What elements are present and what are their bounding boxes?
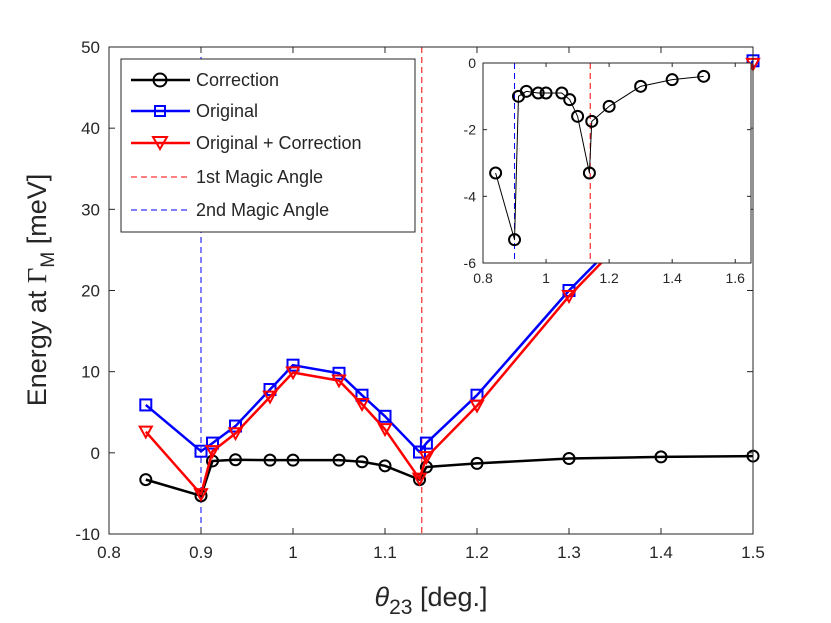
legend-label-1st-magic-angle: 1st Magic Angle — [196, 167, 323, 187]
main-series-layer — [138, 54, 761, 503]
legend-label-original: Original — [196, 101, 258, 121]
legend: Correction Original Original + Correctio… — [120, 58, 416, 233]
legend-label-correction: Correction — [196, 70, 279, 90]
main-point-original — [355, 388, 369, 402]
inset-x-tick-label: 1.2 — [599, 270, 619, 286]
main-point-original-correction — [354, 397, 370, 412]
main-point-correction — [286, 453, 300, 467]
inset-y-tick-label: -6 — [464, 255, 477, 271]
main-point-original-correction — [331, 374, 347, 389]
inset-y-tick-label: 0 — [468, 55, 476, 71]
inset-x-tick-label: 1 — [542, 270, 550, 286]
inset-point-correction — [665, 73, 679, 87]
main-point-original-correction — [193, 488, 209, 503]
inset-x-tick-label: 1.6 — [726, 270, 746, 286]
main-point-original-correction — [262, 390, 278, 405]
main-x-tick-label: 0.8 — [97, 543, 121, 562]
main-point-original-correction — [227, 427, 244, 442]
legend-label-original-plus-correction: Original + Correction — [196, 133, 362, 153]
main-point-correction — [229, 453, 242, 467]
main-series-line-original — [144, 60, 755, 454]
inset-point-correction — [697, 69, 711, 83]
main-x-tick-label: 1 — [288, 543, 297, 562]
main-x-axis-label: θ23 [deg.] — [374, 582, 487, 619]
main-x-tick-label: 1.4 — [649, 543, 673, 562]
main-x-tick-label: 0.9 — [189, 543, 213, 562]
main-point-correction — [562, 452, 576, 466]
main-point-original-correction — [138, 425, 154, 440]
inset-point-correction — [519, 84, 533, 98]
main-x-tick-label: 1.2 — [465, 543, 489, 562]
inset-point-correction — [489, 166, 503, 180]
inset-series-layer — [489, 69, 711, 247]
legend-entry-1st-magic-angle: 1st Magic Angle — [131, 167, 323, 187]
main-point-original-correction — [469, 399, 485, 414]
main-y-tick-label: 10 — [81, 363, 100, 382]
main-series-line-correction — [145, 454, 754, 498]
main-point-original — [194, 444, 208, 458]
inset-point-correction — [539, 86, 553, 100]
inset-axes: 0.8 1 1.2 1.4 1.6 -6 -4 -2 0 — [464, 55, 752, 286]
main-point-correction — [139, 473, 153, 487]
main-point-original — [378, 409, 392, 423]
main-point-correction — [332, 453, 346, 467]
main-y-tick-label: -10 — [75, 525, 100, 544]
legend-label-2nd-magic-angle: 2nd Magic Angle — [196, 200, 329, 220]
legend-box — [120, 58, 416, 233]
inset-y-tick-label: -2 — [464, 122, 477, 138]
main-x-tick-label: 1.5 — [741, 543, 765, 562]
main-y-tick-label: 0 — [91, 444, 100, 463]
main-y-tick-label: 30 — [81, 200, 100, 219]
inset-point-correction — [555, 86, 569, 100]
inset-axes-frame — [482, 62, 752, 264]
main-point-original-correction — [377, 423, 393, 438]
main-y-tick-label: 40 — [81, 119, 100, 138]
legend-entry-2nd-magic-angle: 2nd Magic Angle — [131, 200, 329, 220]
inset-point-correction — [602, 99, 616, 113]
inset-point-correction — [563, 93, 577, 107]
main-point-original-correction — [285, 366, 301, 381]
legend-entry-original: Original — [131, 101, 258, 121]
main-point-correction — [654, 450, 668, 464]
main-y-tick-label: 50 — [81, 38, 100, 57]
legend-entry-correction: Correction — [131, 70, 279, 90]
main-point-original-correction — [411, 472, 428, 487]
legend-swatch-sum-marker — [151, 136, 169, 151]
legend-entry-original-plus-correction: Original + Correction — [131, 133, 362, 153]
main-point-original-correction — [561, 290, 577, 304]
main-point-original — [206, 436, 219, 450]
main-point-correction — [355, 455, 369, 469]
legend-swatch-original-marker — [154, 105, 166, 117]
inset-x-tick-label: 0.8 — [473, 270, 493, 286]
main-point-original-correction — [204, 445, 221, 460]
inset-point-correction — [571, 109, 585, 123]
inset-tick-layer: 0.8 1 1.2 1.4 1.6 -6 -4 -2 0 — [464, 55, 751, 286]
inset-point-correction — [585, 114, 599, 128]
inset-point-correction — [634, 79, 648, 93]
inset-y-tick-label: -4 — [464, 188, 477, 204]
inset-point-correction — [508, 233, 522, 247]
inset-point-correction — [531, 86, 545, 100]
main-point-original — [419, 436, 433, 450]
main-point-original-correction — [418, 451, 435, 466]
main-point-original — [139, 398, 153, 412]
main-point-original — [332, 366, 346, 380]
main-y-axis-label: Energy at ΓM [meV] — [22, 174, 59, 407]
inset-x-tick-label: 1.4 — [662, 270, 682, 286]
legend-swatch-correction-marker — [152, 72, 168, 88]
inset-point-correction — [582, 166, 596, 180]
main-point-correction — [263, 453, 277, 467]
main-x-tick-label: 1.1 — [373, 543, 397, 562]
main-point-original — [286, 358, 300, 372]
main-x-tick-label: 1.3 — [557, 543, 581, 562]
main-series-line-original-correction — [144, 63, 755, 496]
main-y-tick-label: 20 — [81, 282, 100, 301]
main-point-correction — [470, 456, 484, 470]
main-point-correction — [378, 459, 392, 473]
